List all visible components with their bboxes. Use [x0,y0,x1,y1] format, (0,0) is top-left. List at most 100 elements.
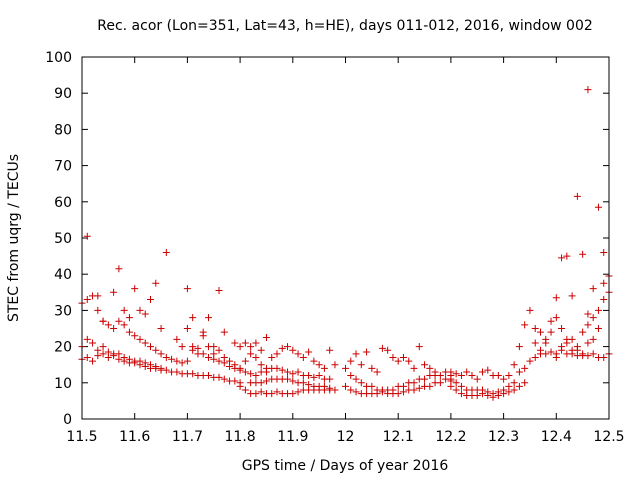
data-point [94,306,102,314]
data-point [305,381,313,389]
data-point [289,377,297,385]
data-point [310,373,318,381]
data-point [183,325,191,332]
data-point [421,361,429,369]
data-point [231,361,239,369]
data-point [320,364,328,372]
data-point [215,286,223,294]
data-point [552,294,560,302]
data-point [226,357,234,365]
data-point [125,355,133,363]
data-point [94,292,102,300]
data-point [510,379,518,387]
data-point [484,388,492,396]
data-point [415,384,423,392]
data-point [220,328,228,336]
data-point [289,346,297,354]
data-point [426,364,434,372]
data-point [394,357,402,365]
data-point [89,357,97,365]
x-tick-label: 11.5 [66,429,97,445]
x-axis-label: GPS time / Days of year 2016 [242,458,449,474]
data-point [405,357,413,365]
data-point [410,364,418,372]
data-point [162,353,170,361]
data-point [120,306,128,314]
data-point [178,359,186,367]
data-point [199,328,207,336]
data-point [452,379,460,387]
data-point [83,353,91,361]
data-point [273,350,281,358]
data-point [410,379,418,387]
data-point [479,386,487,394]
data-point [473,375,481,383]
x-tick-label: 11.8 [225,429,256,445]
data-point [252,353,260,361]
data-point [83,232,91,240]
data-point [136,357,144,365]
data-point [183,357,191,365]
data-point [178,343,186,351]
data-point [204,314,212,322]
data-point [600,279,608,287]
data-point [457,372,465,380]
data-point [94,346,102,354]
data-point [173,335,181,343]
data-point [547,317,555,325]
data-point [558,325,566,332]
data-point [357,379,365,387]
data-point [342,364,349,372]
y-tick-label: 40 [54,267,72,283]
data-point [384,346,392,354]
data-point [536,346,544,354]
data-point [594,203,602,211]
data-point [168,355,176,363]
data-point [125,328,133,336]
data-point [131,285,139,293]
data-point [315,372,323,380]
data-point [510,386,518,394]
plot-frame [81,56,610,420]
data-point [589,350,597,358]
data-point [104,348,112,356]
data-point [579,250,587,258]
y-axis-label: STEC from uqrg / TECUs [6,154,22,322]
data-point [436,379,444,387]
data-point [147,361,155,369]
data-point [589,314,597,322]
data-point [99,350,107,358]
data-point [331,386,339,394]
data-point [262,334,270,342]
data-point [289,370,297,378]
data-point [320,382,328,390]
data-point [299,353,307,361]
data-point [594,325,602,332]
data-point [141,339,149,347]
data-point [368,382,376,390]
data-point [521,379,529,387]
data-point [110,288,118,296]
data-point [457,382,465,390]
y-tick-label: 10 [54,376,72,392]
data-point [552,314,560,322]
data-point [521,364,529,372]
data-point [505,372,513,380]
data-point [531,353,539,361]
data-point [257,388,265,396]
data-point [526,306,534,314]
data-point [83,296,91,304]
data-point [294,368,302,376]
data-point [247,350,255,358]
data-point [278,366,286,374]
data-point [373,368,381,376]
data-point [104,321,112,329]
data-point [526,357,534,365]
data-point [89,339,97,347]
data-point [452,386,460,394]
data-point [236,343,244,351]
data-point [257,346,265,354]
data-point [299,379,307,387]
data-point [431,372,439,380]
